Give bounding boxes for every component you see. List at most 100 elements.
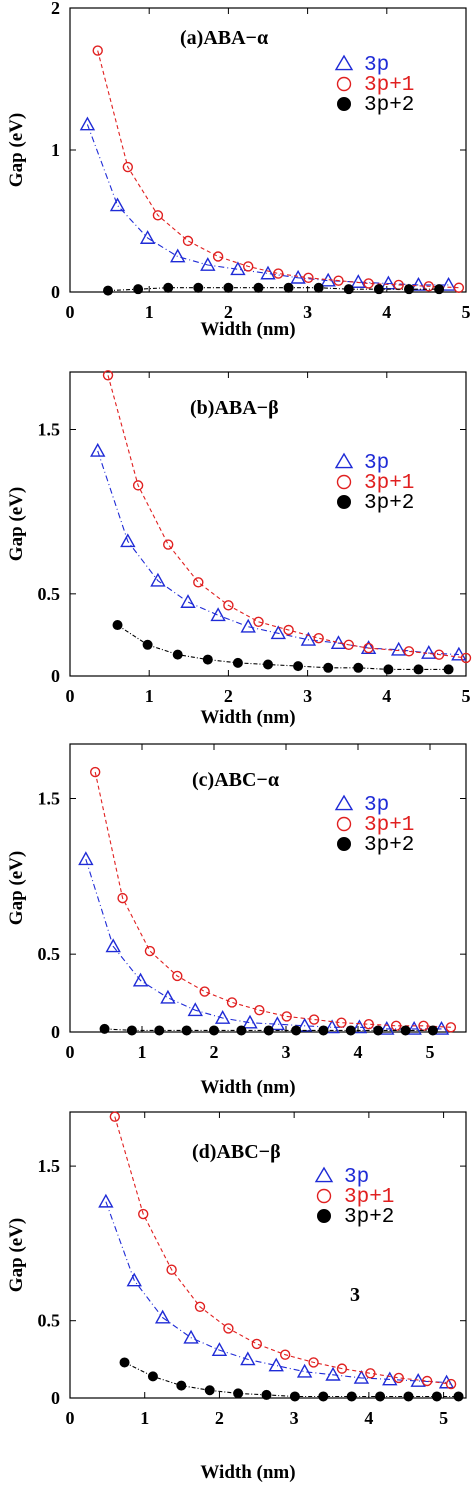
legend-marker [314,1166,334,1183]
data-point-series0-12 [438,1374,455,1389]
data-point-series1-9 [365,1368,376,1379]
data-point-series1-4 [199,986,210,997]
data-point-series2-1 [142,639,153,650]
data-point-series2-7 [318,1391,329,1402]
data-point-series0-0 [78,851,94,866]
data-point-series1-10 [393,1372,404,1384]
data-point-series2-4 [209,1025,219,1036]
data-point-series0-8 [330,635,347,650]
data-point-series0-4 [187,1002,203,1017]
y-tick-label: 0.5 [38,944,61,964]
data-point-series1-3 [194,1301,206,1312]
data-point-series2-0 [103,285,114,296]
data-point-series2-9 [345,1025,356,1036]
data-point-series2-12 [427,1025,438,1036]
y-tick-label: 0 [51,1022,60,1042]
legend-label: 3p+1 [364,472,414,495]
data-point-series1-7 [313,633,324,644]
data-point-series0-3 [180,594,196,608]
data-point-series1-1 [138,1208,149,1220]
data-point-series0-0 [90,442,106,457]
data-point-series0-10 [380,275,397,290]
x-tick-label: 2 [224,686,233,706]
data-point-series0-2 [150,572,166,587]
data-point-series0-2 [132,972,149,987]
data-point-series2-4 [232,657,243,668]
series-line [117,624,449,670]
data-point-series0-11 [379,1020,395,1035]
data-point-series2-7 [323,662,334,673]
data-point-series0-4 [200,257,216,271]
legend-marker [337,837,351,851]
x-tick-label: 0 [66,1042,75,1062]
series-3p-plus-1 [102,370,472,664]
y-tick-label: 1.5 [38,1156,61,1176]
x-tick-label: 0 [66,686,75,706]
data-point-series2-11 [400,1025,411,1036]
data-point-series0-5 [240,618,256,633]
data-point-series1-1 [122,161,134,173]
legend-label: 3p [364,452,389,475]
data-point-series1-0 [109,1111,121,1122]
data-point-series2-8 [343,284,354,295]
data-point-series1-8 [308,1014,320,1025]
data-point-series0-6 [268,1357,284,1372]
data-point-series0-1 [126,1272,142,1287]
series-line [107,375,467,659]
x-tick-label: 4 [354,1042,363,1062]
x-axis-title: Width (nm) [200,319,295,340]
data-point-series2-3 [193,282,204,293]
series-3p [90,442,467,661]
data-point-series0-1 [109,197,126,212]
data-point-series1-5 [226,997,238,1008]
data-point-series2-9 [373,284,384,295]
legend-label: 3p+2 [364,834,414,857]
data-point-series2-11 [431,1391,442,1402]
data-point-series0-1 [120,533,136,548]
data-point-series1-2 [144,945,156,957]
legend-marker [334,794,354,811]
data-point-series0-8 [297,1017,313,1032]
data-point-series1-6 [273,268,284,279]
data-point-series0-0 [79,116,96,131]
data-point-series0-5 [230,261,246,276]
data-point-series2-10 [403,284,414,295]
data-point-series0-3 [170,248,186,263]
data-point-series2-5 [236,1025,247,1036]
legend-marker [337,97,351,111]
data-point-series1-10 [363,1019,374,1030]
x-tick-label: 3 [303,686,312,706]
x-tick-label: 2 [224,302,233,322]
data-point-series1-5 [251,1338,262,1350]
data-point-series0-2 [139,230,156,244]
data-point-series2-7 [291,1025,302,1036]
data-point-series0-11 [421,645,437,659]
data-point-series0-9 [360,640,377,654]
x-tick-label: 0 [66,1408,75,1428]
series-3p-plus-2 [103,282,445,296]
data-point-series2-3 [204,1385,215,1396]
data-point-series0-11 [410,276,427,291]
y-tick-label: 1.5 [38,788,61,808]
data-point-series2-9 [375,1391,386,1402]
data-point-series0-5 [240,1351,256,1366]
x-tick-label: 5 [462,302,471,322]
series-line [94,771,451,1028]
series-3p [78,851,450,1035]
data-point-series2-3 [181,1025,192,1036]
data-point-series2-5 [253,282,264,293]
data-point-series0-4 [210,607,226,622]
data-point-series2-6 [293,661,304,672]
legend-label: 3p+1 [364,74,414,97]
data-point-series2-1 [133,284,144,295]
y-tick-label: 2 [51,0,60,18]
legend-label: 3p+1 [344,1186,394,1209]
series-line [114,1116,452,1385]
y-tick-label: 0 [51,666,60,686]
data-point-series2-8 [318,1025,329,1036]
